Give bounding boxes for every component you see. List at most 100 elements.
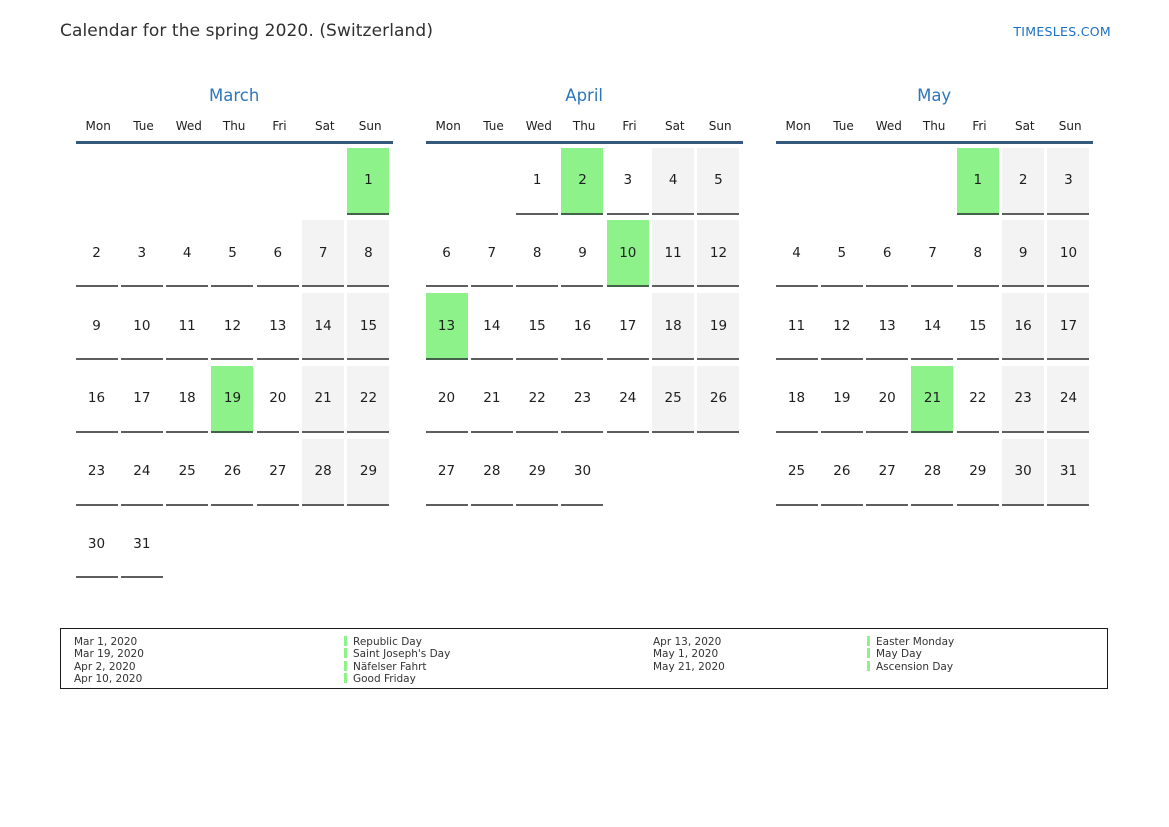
day-march-23: 23 [75, 439, 118, 506]
day-may-3: 3 [1047, 147, 1090, 215]
legend-date: Apr 13, 2020 [653, 636, 722, 648]
legend-date: Mar 19, 2020 [74, 648, 144, 661]
day-april-24: 24 [606, 366, 649, 433]
day-april-10: 10 [606, 220, 649, 288]
day-number: 24 [1059, 390, 1078, 407]
day-number: 9 [1018, 244, 1028, 261]
day-number: 23 [1014, 390, 1032, 407]
day-march-2: 2 [75, 220, 118, 288]
holiday-marker-icon [344, 660, 347, 671]
day-number: 25 [787, 463, 806, 480]
day-april-11: 11 [652, 220, 695, 288]
day-number: 5 [837, 244, 847, 261]
day-april-9: 9 [561, 220, 604, 288]
day-april-25: 25 [652, 365, 695, 433]
day-may-27: 27 [866, 439, 909, 506]
holiday-marker-icon [344, 673, 347, 684]
day-cell-empty [302, 148, 344, 215]
day-may-20: 20 [866, 366, 909, 433]
day-cell-empty [471, 148, 513, 215]
day-number: 7 [487, 244, 497, 261]
day-march-21: 21 [302, 365, 345, 433]
day-number: 16 [1014, 317, 1032, 334]
day-number: 15 [969, 317, 987, 334]
week-row: 1 2 3 4 5 [426, 147, 743, 215]
day-number: 29 [359, 463, 378, 480]
legend-column-dates-2: Apr 13, 2020 May 1, 2020 May 21, 2020 [653, 636, 725, 673]
day-number: 18 [787, 390, 806, 407]
day-number: 4 [668, 172, 678, 188]
day-number: 26 [833, 463, 851, 480]
day-may-4: 4 [775, 220, 818, 288]
day-number: 25 [664, 390, 682, 407]
day-cell-empty [426, 148, 468, 215]
site-link[interactable]: TIMESLES.COM [1013, 24, 1111, 39]
day-may-15: 15 [956, 293, 999, 361]
day-cell-empty [776, 148, 818, 215]
holiday-marker-icon [867, 648, 870, 659]
weekday-label-tue: Tue [833, 119, 854, 133]
day-april-17: 17 [606, 293, 649, 361]
month-grid: 1 2 3 4 5 6 7 8 9 10 11 12 13 14 15 16 17 18 19 20 21 22 23 24 2… [75, 147, 393, 579]
day-may-31: 31 [1047, 438, 1090, 506]
day-number: 2 [92, 244, 101, 261]
day-march-3: 3 [120, 220, 163, 288]
day-cell-empty [866, 148, 908, 215]
weekday-label-thu: Thu [572, 119, 596, 133]
day-april-18: 18 [652, 293, 695, 361]
day-march-20: 20 [256, 366, 299, 433]
day-april-27: 27 [425, 439, 468, 506]
day-number: 14 [314, 317, 332, 334]
day-number: 11 [178, 317, 196, 334]
day-april-7: 7 [470, 220, 513, 288]
legend-holiday-name: Good Friday [353, 673, 416, 686]
legend-date: May 21, 2020 [653, 660, 725, 673]
week-row: 1 2 3 [776, 147, 1093, 215]
legend-holiday-name: May Day [876, 648, 922, 661]
day-march-7: 7 [302, 220, 345, 288]
day-may-30: 30 [1002, 438, 1045, 506]
legend-holiday: Good Friday [344, 673, 450, 685]
day-number: 1 [364, 172, 373, 188]
day-number: 12 [709, 244, 728, 261]
legend-date: Apr 2, 2020 [74, 660, 136, 673]
day-number: 17 [1059, 317, 1078, 334]
day-may-29: 29 [956, 439, 999, 506]
day-cell-empty [347, 511, 389, 578]
day-april-6: 6 [425, 220, 468, 288]
weekday-label-sun: Sun [708, 119, 732, 133]
day-number: 17 [619, 317, 637, 334]
weekday-label-fri: Fri [272, 119, 287, 133]
weekday-label-tue: Tue [483, 119, 504, 133]
day-number: 21 [314, 390, 332, 407]
day-number: 3 [623, 172, 633, 188]
day-may-26: 26 [820, 439, 863, 506]
day-may-28: 28 [911, 439, 954, 506]
day-april-29: 29 [516, 439, 559, 506]
legend-holiday-name: Näfelser Fahrt [353, 660, 427, 673]
day-march-18: 18 [166, 366, 209, 433]
day-cell-empty [121, 148, 163, 215]
legend-date: Mar 1, 2020 [74, 636, 138, 648]
day-march-31: 31 [120, 511, 163, 579]
day-may-6: 6 [866, 220, 909, 288]
day-may-18: 18 [775, 366, 818, 433]
day-cell-empty [76, 148, 118, 215]
day-may-22: 22 [956, 366, 999, 433]
day-march-22: 22 [347, 365, 390, 433]
day-cell-empty [302, 511, 344, 578]
day-may-23: 23 [1002, 365, 1045, 433]
day-may-17: 17 [1047, 293, 1090, 361]
month-may: May Mon Tue Wed Thu Fri Sat Sun 1 2 3 4 5 6 7 8 9 10 11 12 1… [775, 86, 1093, 511]
legend-holiday-name: Easter Monday [876, 636, 955, 648]
day-march-25: 25 [166, 439, 209, 506]
weekday-header: Mon Tue Wed Thu Fri Sat Sun [76, 119, 393, 133]
day-number: 12 [223, 317, 242, 334]
day-april-19: 19 [697, 293, 740, 361]
day-may-14: 14 [911, 293, 954, 361]
weekday-label-mon: Mon [435, 119, 461, 133]
day-number: 26 [223, 463, 242, 480]
legend-holiday: May Day [867, 648, 954, 660]
week-row: 9 10 11 12 13 14 15 [75, 293, 393, 361]
weekday-label-sun: Sun [1058, 119, 1082, 133]
